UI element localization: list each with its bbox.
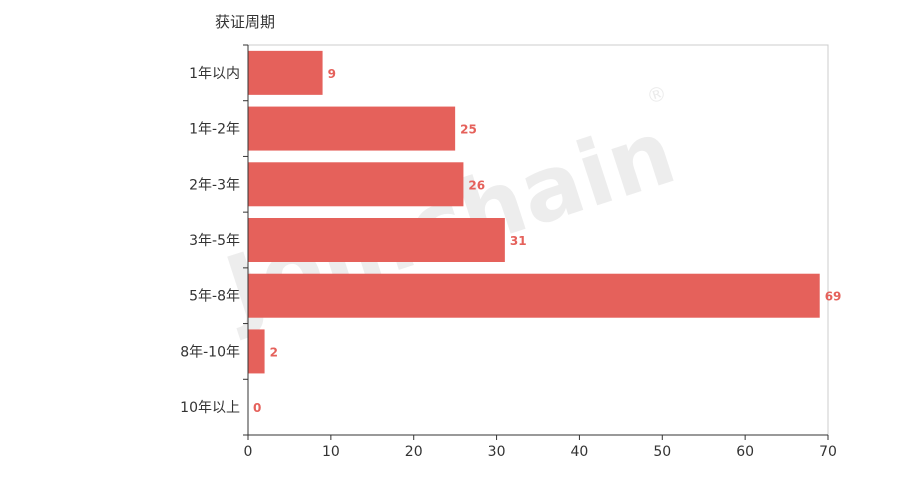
x-tick-label: 40 — [571, 444, 589, 460]
bar — [248, 50, 323, 95]
bar — [248, 162, 464, 207]
bar — [248, 273, 820, 318]
y-tick-label: 3年-5年 — [189, 233, 240, 249]
y-tick-label: 8年-10年 — [180, 344, 240, 360]
bar — [248, 218, 505, 262]
bar — [248, 106, 456, 151]
x-tick-label: 10 — [322, 444, 340, 460]
axis-title: 获证周期 — [215, 13, 275, 31]
data-label: 26 — [468, 178, 485, 192]
y-tick-label: 10年以上 — [180, 400, 240, 416]
x-tick-label: 50 — [653, 444, 671, 460]
y-tick-label: 5年-8年 — [189, 289, 240, 305]
data-label: 9 — [328, 67, 336, 81]
y-tick-label: 2年-3年 — [189, 177, 240, 193]
y-tick-label: 1年-2年 — [189, 122, 240, 138]
data-label: 69 — [825, 290, 842, 304]
x-tick-label: 60 — [736, 444, 754, 460]
data-label: 0 — [253, 401, 261, 415]
x-tick-label: 30 — [488, 444, 506, 460]
x-tick-label: 70 — [819, 444, 837, 460]
data-label: 31 — [510, 234, 527, 248]
data-label: 25 — [460, 123, 477, 137]
bar — [248, 329, 265, 374]
x-tick-label: 0 — [244, 444, 253, 460]
x-tick-label: 20 — [405, 444, 423, 460]
data-label: 2 — [270, 345, 278, 359]
y-tick-label: 1年以内 — [189, 66, 240, 82]
